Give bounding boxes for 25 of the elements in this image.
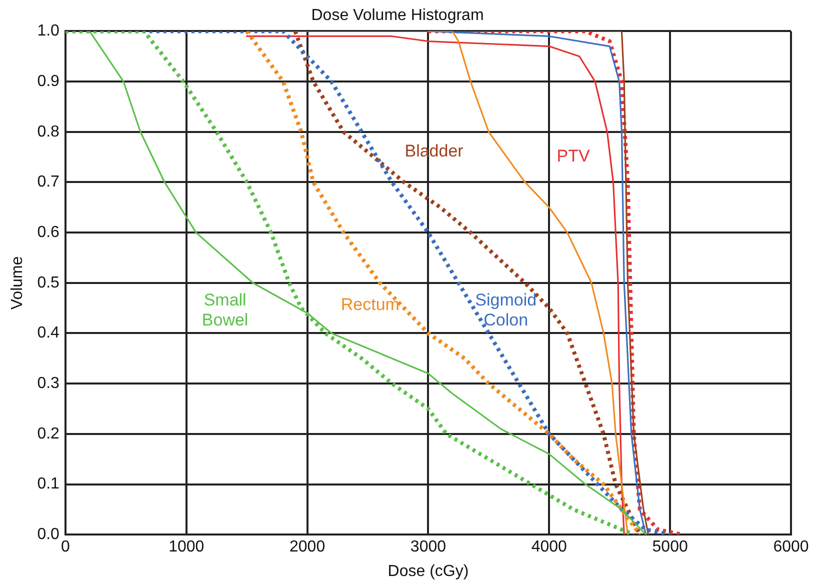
y-tick-label: 0.3	[37, 374, 60, 392]
annotation: Small Bowel	[202, 290, 248, 330]
y-tick-label: 1.0	[37, 22, 60, 40]
y-tick-label: 0.7	[37, 174, 60, 191]
x-tick-label: 2000	[290, 538, 326, 556]
x-axis-title: Dose (cGy)	[388, 562, 469, 580]
chart-title: Dose Volume Histogram	[311, 7, 484, 24]
y-tick-label: 0.1	[37, 476, 60, 493]
y-tick-label: 0.8	[37, 123, 60, 140]
x-tick-label: 1000	[168, 538, 204, 556]
annotation: Rectum	[340, 295, 400, 314]
y-tick-label: 0.6	[37, 224, 60, 241]
y-tick-label: 0.9	[37, 72, 60, 90]
y-tick-label: 0.0	[37, 526, 60, 544]
y-tick-label: 0.2	[37, 425, 60, 442]
y-tick-label: 0.4	[37, 324, 60, 342]
x-tick-label: 5000	[652, 538, 688, 556]
x-tick-label: 6000	[773, 538, 809, 556]
x-tick-label: 0	[60, 538, 70, 556]
annotation: PTV	[556, 146, 591, 166]
y-axis-title: Volume	[9, 256, 26, 310]
y-tick-label: 0.5	[37, 274, 60, 292]
annotation: Sigmoid Colon	[475, 290, 537, 330]
x-tick-label: 4000	[531, 538, 568, 556]
x-tick-label: 3000	[410, 538, 446, 556]
